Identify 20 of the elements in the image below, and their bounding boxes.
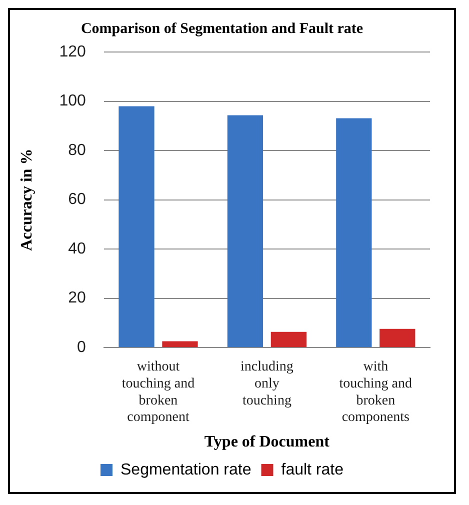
y-tick-label: 120 — [59, 43, 86, 60]
bar — [380, 328, 416, 348]
y-tick-label: 20 — [68, 290, 86, 307]
chart-title: Comparison of Segmentation and Fault rate — [80, 20, 364, 37]
x-axis-title: Type of Document — [204, 434, 330, 451]
legend-label: Segmentation rate — [120, 461, 252, 478]
y-tick-label: 60 — [68, 191, 86, 208]
bar — [162, 341, 198, 348]
y-tick-label: 40 — [68, 240, 86, 258]
x-tick-label: with touching and broken components — [339, 360, 412, 426]
bar — [270, 332, 307, 348]
bar — [118, 106, 154, 348]
bar — [227, 115, 264, 348]
x-tick-label: including only touching — [240, 360, 294, 408]
bar — [336, 118, 372, 348]
x-tick-label: without touching and broken component — [122, 360, 195, 426]
y-tick-label: 0 — [76, 339, 86, 356]
y-tick-label: 80 — [68, 142, 86, 159]
y-axis-title: Accuracy in % — [18, 148, 36, 251]
y-tick-label: 100 — [59, 92, 86, 110]
